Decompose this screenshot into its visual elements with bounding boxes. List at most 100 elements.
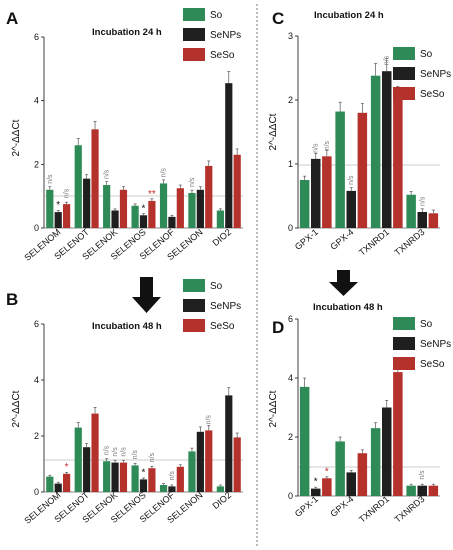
bar-so	[103, 461, 111, 492]
y-axis-label: 2^-ΔΔCt	[11, 119, 22, 156]
panel-letter: C	[272, 9, 284, 28]
bar-seso	[393, 372, 403, 496]
bar-so	[370, 428, 381, 496]
x-tick-label: GPX-4	[328, 494, 355, 519]
legend-label-so: So	[420, 319, 433, 330]
significance-label: *	[142, 203, 146, 214]
bar-seso	[63, 473, 71, 492]
legend-swatch-senps	[183, 299, 205, 312]
significance-label: n/s	[169, 471, 176, 481]
arrow-down-icon-left	[132, 277, 161, 313]
legend-swatch-senps	[183, 28, 205, 41]
significance-label: *	[314, 477, 318, 488]
x-tick-label: TXNRD1	[357, 494, 391, 525]
bar-seso	[119, 462, 128, 492]
y-tick-label: 4	[34, 375, 39, 385]
significance-label: n/s	[161, 168, 168, 178]
x-tick-label: DIO2	[211, 227, 234, 248]
x-tick-label: GPX-1	[293, 494, 320, 519]
bar-senps	[139, 479, 148, 492]
y-tick-label: 2	[34, 159, 39, 169]
bar-senps	[168, 216, 176, 228]
bar-seso	[428, 213, 439, 228]
significance-label: n/s	[189, 177, 196, 187]
legend-swatch-so	[183, 8, 205, 21]
bar-senps	[83, 447, 91, 492]
bar-seso	[357, 453, 368, 496]
bar-so	[299, 180, 310, 228]
bar-seso	[148, 468, 156, 492]
y-tick-label: 4	[34, 96, 39, 106]
y-tick-label: 0	[288, 223, 293, 233]
bar-senps	[168, 486, 176, 492]
bar-seso	[205, 430, 213, 492]
significance-label: n/s	[104, 445, 111, 455]
significance-label: n/s	[132, 450, 139, 460]
y-tick-label: 6	[34, 319, 39, 329]
legend-swatch-seso	[393, 357, 415, 370]
x-tick-label: GPX-1	[293, 227, 320, 252]
legend-label-senps: SeNPs	[210, 301, 241, 312]
y-tick-label: 0	[34, 487, 39, 497]
legend-swatch-senps	[393, 337, 415, 350]
bar-senps	[54, 483, 62, 492]
significance-label: **	[148, 189, 156, 200]
bar-senps	[111, 210, 119, 228]
y-axis-label: 2^-ΔΔCt	[268, 390, 279, 427]
bar-so	[406, 194, 416, 228]
legend-label-so: So	[420, 49, 433, 60]
significance-label: *	[56, 200, 60, 211]
bar-seso	[176, 466, 184, 492]
significance-label: n/s	[112, 447, 119, 457]
bar-senps	[311, 158, 321, 228]
chart-title: Incubation 48 h	[313, 302, 383, 313]
bar-so	[159, 485, 168, 492]
bar-senps	[54, 212, 62, 228]
y-tick-label: 2	[288, 432, 293, 442]
bar-seso	[63, 204, 71, 228]
significance-label: n/s	[104, 169, 111, 179]
x-tick-label: TXNRD3	[393, 227, 427, 258]
legend-label-senps: SeNPs	[420, 69, 451, 80]
bar-so	[370, 75, 381, 229]
legend-swatch-senps	[393, 67, 415, 80]
bar-senps	[417, 485, 427, 496]
legend-swatch-so	[183, 279, 205, 292]
chart-title: Incubation 48 h	[92, 321, 162, 332]
bar-seso	[91, 129, 99, 228]
significance-label: n/s	[206, 415, 213, 425]
panel-letter: B	[6, 290, 18, 309]
bar-so	[406, 485, 416, 496]
x-tick-label: TXNRD3	[393, 494, 427, 525]
significance-label: n/s	[313, 143, 320, 153]
significance-label: n/s	[348, 175, 355, 185]
bar-seso	[322, 478, 332, 496]
legend-swatch-seso	[393, 87, 415, 100]
y-axis-label: 2^-ΔΔCt	[11, 390, 22, 427]
bar-seso	[322, 156, 332, 228]
significance-label: n/s	[64, 188, 71, 198]
legend-label-senps: SeNPs	[210, 30, 241, 41]
bar-senps	[382, 407, 392, 496]
significance-label: n/s	[149, 452, 156, 462]
bar-seso	[176, 188, 184, 228]
y-tick-label: 6	[288, 314, 293, 324]
chart-title: Incubation 24 h	[92, 27, 162, 38]
bar-so	[299, 386, 310, 496]
y-tick-label: 2	[288, 95, 293, 105]
bar-so	[188, 451, 196, 492]
legend-label-seso: SeSo	[420, 89, 445, 100]
bar-senps	[225, 83, 233, 229]
legend-label-seso: SeSo	[420, 359, 445, 370]
bar-seso	[148, 200, 156, 228]
bar-senps	[83, 178, 91, 228]
bar-so	[131, 465, 139, 492]
bar-seso	[357, 112, 368, 228]
bar-so	[159, 183, 168, 228]
legend-label-seso: SeSo	[210, 321, 235, 332]
